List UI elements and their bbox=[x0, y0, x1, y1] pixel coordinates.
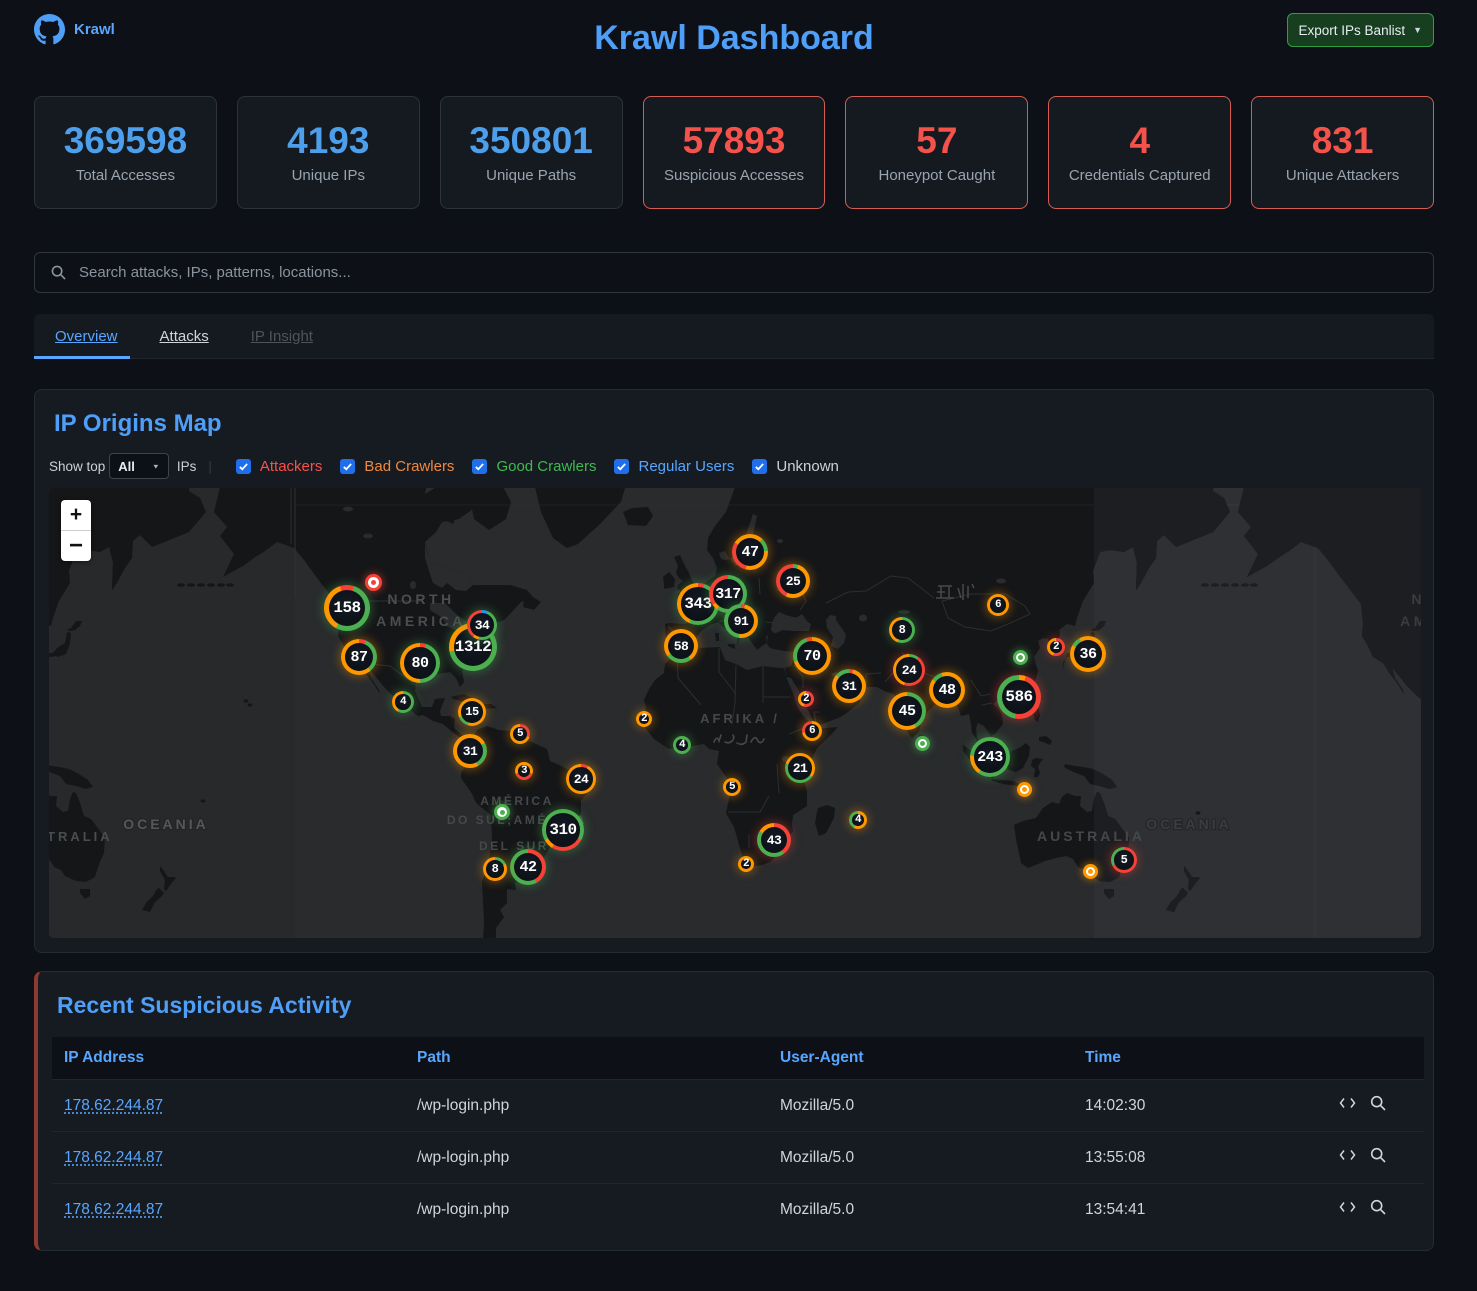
svg-text:AUSTRALIA: AUSTRALIA bbox=[1037, 828, 1145, 844]
svg-text:AMERICA: AMERICA bbox=[1400, 613, 1421, 629]
svg-text:OCEANIA: OCEANIA bbox=[123, 816, 209, 832]
svg-text:NORTH: NORTH bbox=[387, 591, 454, 607]
svg-text:AMÉRICA: AMÉRICA bbox=[480, 793, 554, 808]
svg-text:DEL SUR: DEL SUR bbox=[479, 839, 549, 853]
svg-text:TRALIA: TRALIA bbox=[49, 829, 113, 844]
svg-text:AMERICA: AMERICA bbox=[376, 613, 466, 629]
svg-text:AFRIKA /: AFRIKA / bbox=[700, 711, 780, 726]
svg-text:NORTH: NORTH bbox=[1411, 591, 1421, 607]
svg-text:OCEANIA: OCEANIA bbox=[1146, 816, 1232, 832]
